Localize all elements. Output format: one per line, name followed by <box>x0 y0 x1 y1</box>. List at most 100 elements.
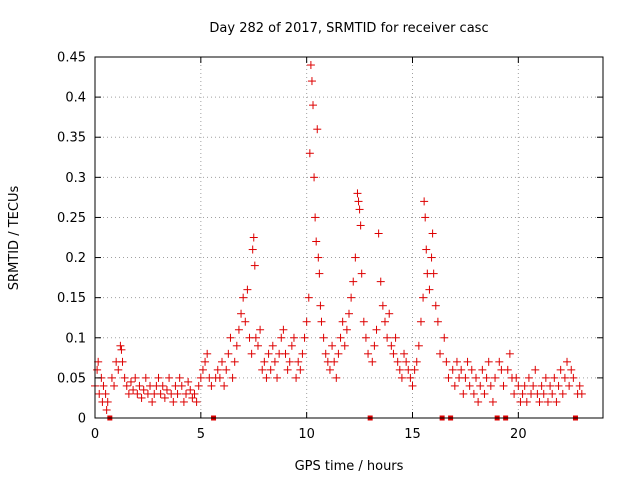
data-point <box>117 345 126 354</box>
data-point <box>442 357 451 366</box>
data-point <box>133 389 142 398</box>
data-point <box>102 405 111 414</box>
data-point <box>476 381 485 390</box>
data-point <box>383 333 392 342</box>
data-point <box>359 317 368 326</box>
data-point <box>296 365 305 374</box>
y-tick-label: 0.05 <box>57 371 86 386</box>
data-point <box>268 341 277 350</box>
data-point <box>251 333 260 342</box>
y-tick-label: 0 <box>78 412 86 427</box>
data-point <box>448 365 457 374</box>
data-point <box>330 357 339 366</box>
data-point <box>567 365 576 374</box>
data-point <box>253 341 262 350</box>
data-point <box>215 373 224 382</box>
data-point <box>524 373 533 382</box>
data-point <box>287 341 296 350</box>
data-point <box>93 365 102 374</box>
data-point <box>503 365 512 374</box>
data-point <box>422 245 431 254</box>
x-tick-label: 0 <box>91 427 99 442</box>
data-point <box>190 389 199 398</box>
data-point <box>518 389 527 398</box>
data-point <box>285 357 294 366</box>
data-point <box>554 381 563 390</box>
data-point <box>94 357 103 366</box>
data-point <box>368 357 377 366</box>
data-point <box>419 293 428 302</box>
data-point <box>444 373 453 382</box>
data-point <box>531 365 540 374</box>
data-point <box>188 393 197 402</box>
data-point <box>313 125 322 134</box>
data-point <box>192 397 201 406</box>
data-point <box>577 389 586 398</box>
data-point <box>232 341 241 350</box>
data-point <box>306 61 315 70</box>
data-point <box>241 317 250 326</box>
data-point <box>281 349 290 358</box>
data-point <box>247 349 256 358</box>
data-point <box>110 381 119 390</box>
data-point <box>319 333 328 342</box>
data-point <box>457 365 466 374</box>
data-point <box>459 389 468 398</box>
data-point <box>184 377 193 386</box>
data-point <box>499 381 508 390</box>
data-point <box>266 365 275 374</box>
data-point <box>450 381 459 390</box>
data-point <box>393 357 402 366</box>
data-point <box>440 333 449 342</box>
data-point <box>234 325 243 334</box>
data-point <box>478 365 487 374</box>
y-tick-label: 0.25 <box>57 211 86 226</box>
data-point <box>277 333 286 342</box>
data-point <box>488 397 497 406</box>
data-point <box>315 269 324 278</box>
data-point <box>270 357 279 366</box>
data-point <box>314 253 323 262</box>
data-point <box>510 389 519 398</box>
data-point <box>565 381 574 390</box>
data-point <box>370 341 379 350</box>
data-point <box>203 349 212 358</box>
data-point <box>342 325 351 334</box>
data-point <box>116 341 125 350</box>
data-point <box>158 381 167 390</box>
data-point <box>556 365 565 374</box>
data-point <box>558 389 567 398</box>
data-point <box>541 373 550 382</box>
data-point <box>495 357 504 366</box>
data-point <box>412 357 421 366</box>
data-point <box>264 349 273 358</box>
data-point <box>429 269 438 278</box>
chart-title: Day 282 of 2017, SRMTID for receiver cas… <box>209 21 488 36</box>
data-point <box>312 237 321 246</box>
data-point <box>99 381 108 390</box>
data-point <box>114 365 123 374</box>
data-point <box>469 389 478 398</box>
data-point <box>548 389 557 398</box>
data-point <box>294 357 303 366</box>
data-point <box>416 317 425 326</box>
data-point <box>177 381 186 390</box>
data-point <box>334 349 343 358</box>
data-point <box>374 229 383 238</box>
data-point <box>569 373 578 382</box>
data-point <box>222 365 231 374</box>
data-point <box>258 365 267 374</box>
data-point <box>543 397 552 406</box>
data-point <box>165 373 174 382</box>
data-point <box>250 261 259 270</box>
data-point <box>256 325 265 334</box>
data-point <box>179 397 188 406</box>
data-point <box>522 397 531 406</box>
data-point <box>356 221 365 230</box>
data-point <box>428 229 437 238</box>
x-tick-label: 10 <box>298 427 315 442</box>
data-point <box>354 197 363 206</box>
data-point <box>546 381 555 390</box>
